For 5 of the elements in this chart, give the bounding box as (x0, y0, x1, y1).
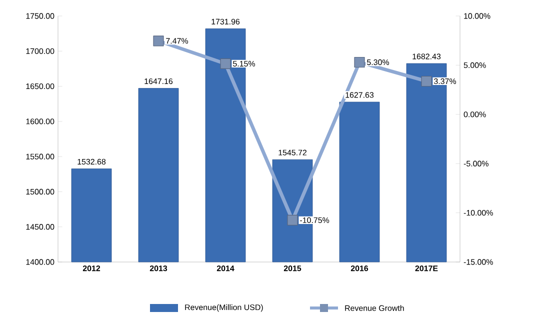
point (153, 36, 164, 46)
point (421, 76, 432, 87)
point (287, 214, 298, 226)
point (220, 58, 231, 70)
point (354, 56, 365, 68)
